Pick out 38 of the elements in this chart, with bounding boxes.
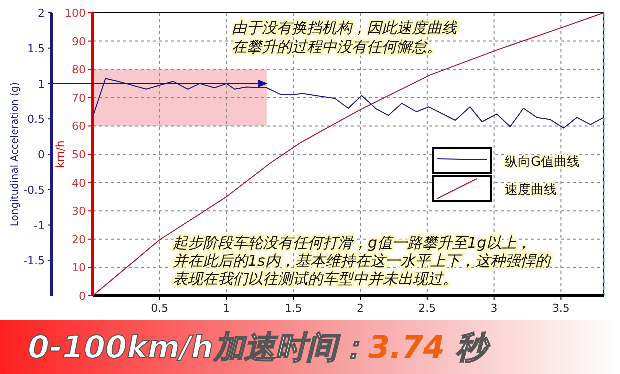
y2-tick-label: 0.5 [28,113,45,126]
y-tick-label: 0 [79,290,86,303]
y-tick-label: 20 [72,233,86,246]
x-tick-label: 3 [490,302,498,315]
annotation: 由于没有换挡机构，因此速度曲线 [232,19,458,37]
x-tick-label: 0.5 [151,302,169,315]
y-tick-label: 70 [72,92,86,105]
text: 秒 [444,330,491,366]
text: 3.74 [368,330,445,366]
x-tick-label: 2.5 [418,302,436,315]
y-tick-label: 50 [72,148,86,162]
annotation: 并在此后的1s内，基本维持在这一水平上下，这种强悍的 [173,252,552,270]
y-axis-title: km/h [54,140,67,168]
y2-tick-label: -1.5 [24,254,45,268]
y-tick-label: 30 [72,205,86,218]
y2-tick-label: 1.5 [28,42,45,56]
y-tick-label: 60 [72,120,86,134]
legend-label: 速度曲线 [505,182,557,198]
y-tick-label: 100 [65,7,86,20]
annotation: 起步阶段车轮没有任何打滑，g值一路攀升至1g以上， [173,234,532,252]
y2-axis-title: Longitudinal Acceleration (g) [10,82,21,227]
text: 0-100km/h加速时间： [28,330,368,366]
x-tick-label: 2 [357,302,364,315]
y2-tick-label: 0 [38,148,45,162]
y-tick-label: 10 [72,262,86,275]
x-tick-label: 1.5 [284,302,302,315]
y-tick-label: 40 [72,176,86,190]
x-tick-label: 1 [223,302,230,315]
x-tick-label: 3.5 [552,302,570,315]
y-tick-label: 80 [72,64,86,77]
annotation: 表现在我们以往测试的车型中并未出现过。 [173,270,458,288]
y2-tick-label: -1 [34,219,45,232]
y-tick-label: 90 [72,35,86,48]
y2-tick-label: 1 [38,78,45,91]
y2-tick-label: -0.5 [24,184,45,197]
y2-tick-label: 2 [38,7,45,20]
annotation: 在攀升的过程中没有任何懈怠。 [232,38,442,56]
legend-label: 纵向G值曲线 [505,155,580,170]
